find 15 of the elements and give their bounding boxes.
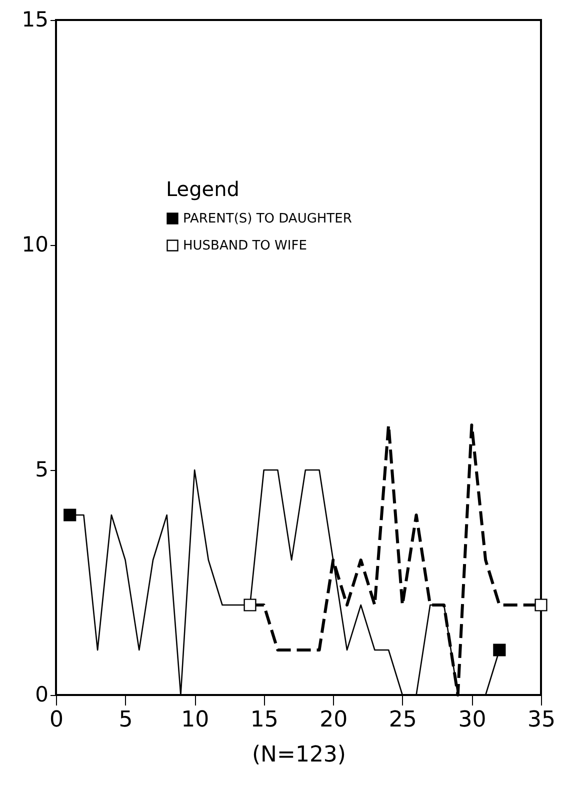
- x-tick-label: 10: [181, 708, 210, 732]
- x-tick-label: 5: [118, 708, 133, 732]
- y-tick-label: 0: [35, 682, 48, 706]
- x-tick-label: 25: [388, 708, 417, 732]
- x-tick-label: 35: [528, 708, 556, 732]
- legend-label: PARENT(S) TO DAUGHTER: [183, 212, 352, 226]
- x-tick-label: 15: [250, 708, 278, 732]
- y-tick-label: 10: [22, 232, 48, 256]
- x-tick-label: 20: [320, 708, 348, 732]
- x-axis-title: (N=123): [252, 742, 346, 768]
- legend-label: HUSBAND TO WIFE: [183, 238, 307, 254]
- legend-title: Legend: [166, 177, 240, 201]
- y-tick-label: 15: [22, 8, 48, 32]
- y-tick-label: 5: [35, 458, 48, 482]
- x-tick-label: 30: [458, 708, 486, 732]
